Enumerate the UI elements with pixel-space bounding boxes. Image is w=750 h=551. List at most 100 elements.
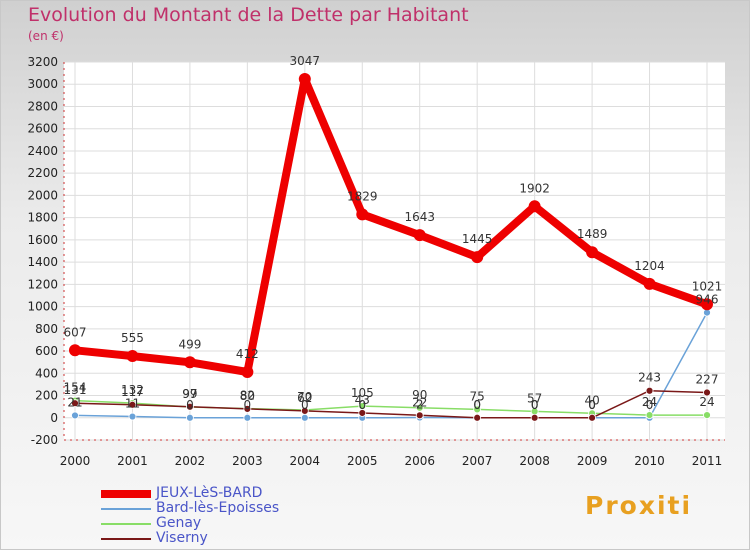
data-point-jeux-les-bard: [298, 73, 311, 86]
data-label-viserny: 0: [473, 398, 481, 412]
y-tick-label: 800: [35, 322, 58, 336]
x-tick-label: 2007: [462, 454, 493, 468]
legend-swatch-genay: [101, 523, 151, 525]
data-point-viserny: [588, 413, 596, 422]
data-label-jeux-les-bard: 1829: [347, 189, 378, 203]
x-tick-label: 2004: [290, 454, 321, 468]
legend-label-bard-les-epoisses: Bard-lès-Epoisses: [156, 500, 280, 516]
y-tick-label: 1600: [27, 233, 58, 247]
y-tick-label: 400: [35, 366, 58, 380]
y-tick-label: 1800: [27, 211, 58, 225]
data-label-bard-les-epoisses: 0: [531, 398, 539, 412]
data-point-viserny: [703, 388, 711, 397]
data-point-jeux-les-bard: [241, 365, 254, 378]
series-line-jeux-les-bard: [71, 75, 711, 376]
x-tick-label: 2001: [117, 454, 148, 468]
data-label-genay: 24: [642, 395, 657, 409]
y-tick-label: 0: [50, 411, 58, 425]
data-point-jeux-les-bard: [701, 298, 713, 311]
y-tick-label: -200: [31, 433, 58, 447]
data-label-bard-les-epoisses: 0: [358, 398, 366, 412]
data-label-genay: 57: [527, 391, 542, 405]
y-tick-label: 600: [35, 344, 58, 358]
data-label-genay: 105: [351, 386, 374, 400]
series-line-bard-les-epoisses: [74, 311, 708, 419]
data-label-jeux-les-bard: 1902: [519, 181, 550, 195]
data-label-viserny: 22: [412, 395, 427, 409]
data-label-jeux-les-bard: 555: [121, 331, 144, 345]
y-tick-label: 2800: [27, 99, 58, 113]
legend-label-viserny: Viserny: [156, 530, 208, 546]
data-label-bard-les-epoisses: 0: [244, 398, 252, 412]
data-point-viserny: [473, 413, 482, 422]
data-point-viserny: [415, 411, 424, 420]
x-tick-label: 2005: [347, 454, 378, 468]
data-label-viserny: 0: [588, 398, 596, 412]
data-label-bard-les-epoisses: 21: [67, 395, 82, 409]
data-label-jeux-les-bard: 3047: [290, 54, 321, 68]
data-label-bard-les-epoisses: 0: [473, 398, 481, 412]
data-point-genay: [415, 403, 424, 412]
y-tick-label: 1400: [27, 255, 58, 269]
data-label-genay: 24: [699, 395, 714, 409]
data-point-jeux-les-bard: [126, 350, 139, 363]
data-point-viserny: [128, 400, 137, 409]
data-label-jeux-les-bard: 607: [64, 325, 87, 339]
data-point-viserny: [645, 386, 654, 395]
data-label-jeux-les-bard: 1204: [634, 259, 665, 273]
data-label-genay: 97: [182, 387, 197, 401]
y-tick-label: 1000: [27, 300, 58, 314]
data-point-jeux-les-bard: [69, 344, 81, 357]
data-label-genay: 82: [240, 389, 255, 403]
x-tick-label: 2009: [577, 454, 608, 468]
data-label-genay: 132: [121, 383, 144, 397]
x-tick-label: 2008: [519, 454, 550, 468]
data-label-genay: 75: [470, 389, 485, 403]
data-label-genay: 70: [297, 390, 312, 404]
legend-swatch-bard-les-epoisses: [101, 508, 151, 510]
chart-unit: (en €): [28, 29, 64, 43]
y-tick-label: 200: [35, 389, 58, 403]
data-label-jeux-les-bard: 1489: [577, 227, 608, 241]
legend-swatch-jeux-les-bard: [101, 490, 151, 498]
data-point-bard-les-epoisses: [128, 412, 137, 421]
plot-area: [64, 62, 725, 440]
data-label-jeux-les-bard: 1643: [404, 210, 435, 224]
x-tick-label: 2003: [232, 454, 263, 468]
x-tick-label: 2006: [404, 454, 435, 468]
data-label-genay: 40: [584, 393, 599, 407]
data-label-jeux-les-bard: 412: [236, 347, 259, 361]
data-label-genay: 154: [64, 381, 87, 395]
data-point-genay: [645, 411, 654, 419]
data-label-bard-les-epoisses: 11: [125, 397, 140, 411]
y-tick-label: 2600: [27, 122, 58, 136]
data-point-viserny: [300, 406, 309, 415]
data-point-jeux-les-bard: [528, 200, 541, 213]
series-line-viserny: [74, 389, 708, 419]
data-point-genay: [703, 411, 711, 419]
y-tick-label: 3200: [27, 55, 58, 69]
y-tick-label: 2000: [27, 188, 58, 202]
data-point-viserny: [530, 413, 539, 422]
data-point-jeux-les-bard: [413, 229, 426, 242]
data-label-viserny: 0: [531, 398, 539, 412]
data-label-viserny: 131: [64, 383, 87, 397]
x-tick-label: 2002: [175, 454, 206, 468]
data-label-viserny: 99: [182, 387, 197, 401]
data-label-bard-les-epoisses: 0: [646, 398, 654, 412]
data-point-jeux-les-bard: [183, 356, 196, 369]
x-tick-label: 2010: [634, 454, 665, 468]
data-point-jeux-les-bard: [471, 251, 484, 264]
chart-title: Evolution du Montant de la Dette par Hab…: [28, 4, 469, 26]
data-point-jeux-les-bard: [356, 208, 369, 221]
data-point-viserny: [243, 404, 252, 413]
data-label-bard-les-epoisses: 0: [186, 398, 194, 412]
data-point-bard-les-epoisses: [243, 413, 252, 422]
data-label-jeux-les-bard: 1445: [462, 232, 493, 246]
legend-label-genay: Genay: [156, 515, 202, 531]
data-label-bard-les-epoisses: 0: [301, 398, 309, 412]
data-point-bard-les-epoisses: [71, 411, 79, 420]
y-tick-label: 2200: [27, 166, 58, 180]
